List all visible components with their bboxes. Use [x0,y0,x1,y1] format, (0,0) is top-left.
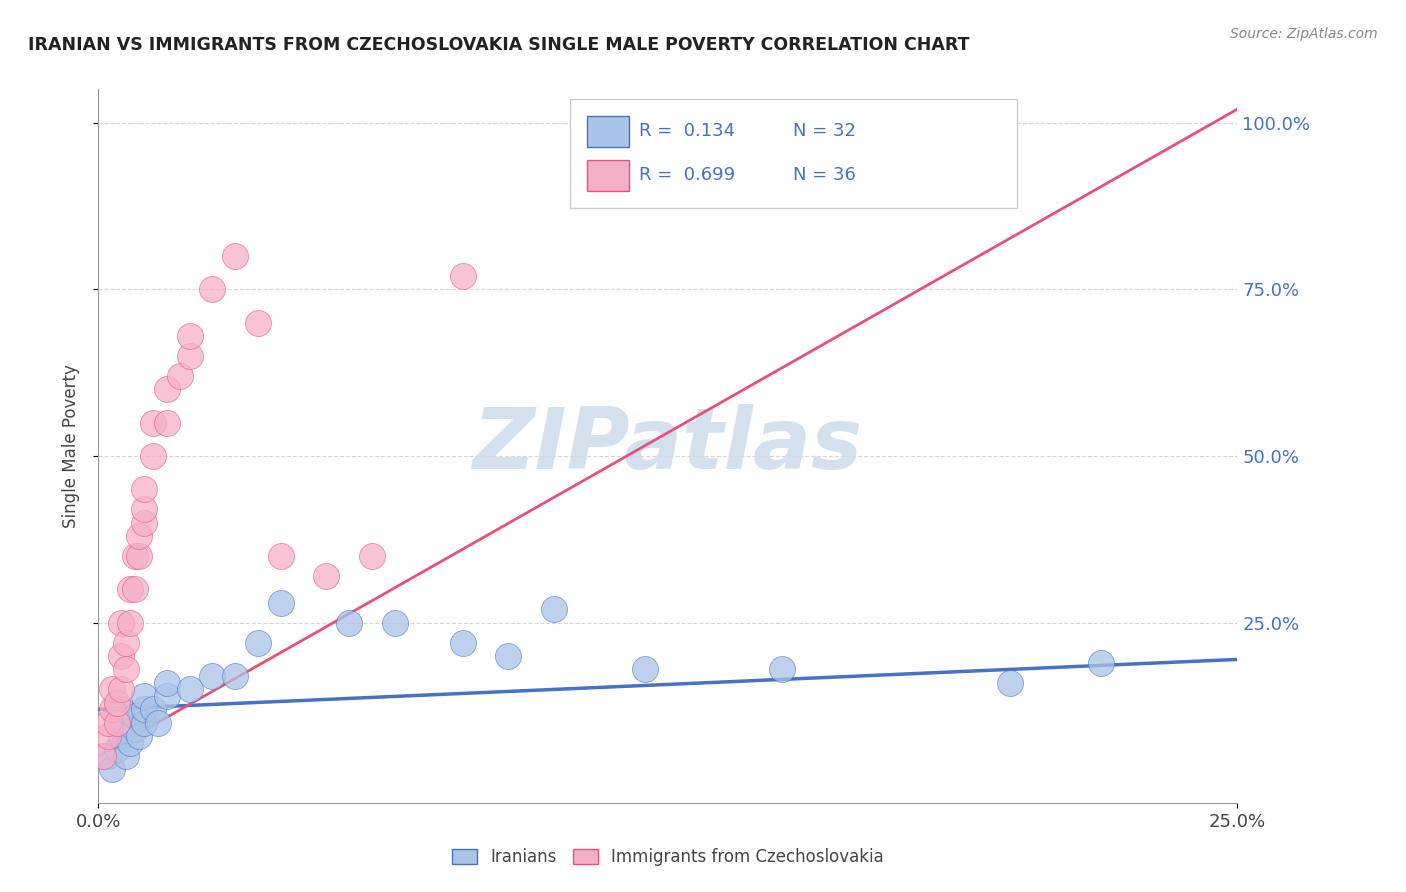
Point [270,596,292,610]
Point [201,282,224,296]
Text: N = 36: N = 36 [793,167,856,185]
Point [101,763,124,777]
Text: ZIPatlas: ZIPatlas [472,404,863,488]
Point [96,729,118,743]
Point [96,749,118,764]
Point [105,742,128,756]
Point [543,602,565,616]
Legend: Iranians, Immigrants from Czechoslovakia: Iranians, Immigrants from Czechoslovakia [444,842,891,873]
Point [132,483,155,497]
Text: N = 32: N = 32 [793,122,856,140]
Point [770,662,793,676]
Point [142,416,165,430]
Point [1090,656,1112,670]
Point [132,715,155,730]
Point [101,682,124,697]
Point [224,669,246,683]
Point [124,709,146,723]
Point [315,569,337,583]
Point [142,702,165,716]
Point [132,702,155,716]
Point [91,749,114,764]
Point [384,615,406,630]
Point [96,715,118,730]
Point [451,636,474,650]
Point [132,516,155,530]
Text: Source: ZipAtlas.com: Source: ZipAtlas.com [1230,27,1378,41]
Point [156,689,179,703]
Point [246,636,269,650]
Point [128,529,150,543]
Point [451,268,474,283]
Text: R =  0.134: R = 0.134 [638,122,735,140]
Point [224,249,246,263]
Point [110,715,132,730]
Point [101,702,124,716]
Text: R =  0.699: R = 0.699 [638,167,735,185]
Text: IRANIAN VS IMMIGRANTS FROM CZECHOSLOVAKIA SINGLE MALE POVERTY CORRELATION CHART: IRANIAN VS IMMIGRANTS FROM CZECHOSLOVAKI… [28,36,970,54]
Point [246,316,269,330]
Point [142,449,165,463]
Point [634,662,657,676]
Point [128,549,150,563]
Point [105,696,128,710]
Point [770,136,793,150]
Point [114,662,136,676]
Point [146,715,169,730]
Point [179,349,201,363]
Point [201,669,224,683]
Point [179,329,201,343]
Point [156,382,179,396]
Point [120,615,142,630]
Point [110,615,132,630]
Point [169,368,191,383]
Point [120,582,142,597]
Point [110,702,132,716]
Point [120,736,142,750]
Point [360,549,382,563]
Point [156,675,179,690]
Point [105,715,128,730]
Point [498,649,520,664]
Point [110,729,132,743]
Point [337,615,360,630]
Point [179,682,201,697]
Point [128,729,150,743]
Point [132,689,155,703]
Point [156,416,179,430]
Point [110,649,132,664]
Point [124,723,146,737]
Point [124,549,146,563]
Point [998,675,1021,690]
Point [110,682,132,697]
Y-axis label: Single Male Poverty: Single Male Poverty [62,364,80,528]
Point [114,636,136,650]
Point [132,502,155,516]
Point [270,549,292,563]
Point [114,749,136,764]
Point [124,582,146,597]
